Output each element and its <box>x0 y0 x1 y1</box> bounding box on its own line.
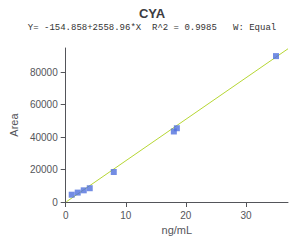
svg-text:0: 0 <box>63 210 69 221</box>
svg-text:60000: 60000 <box>30 99 58 110</box>
svg-text:10: 10 <box>120 210 132 221</box>
svg-text:20000: 20000 <box>30 164 58 175</box>
svg-text:40000: 40000 <box>30 132 58 143</box>
svg-text:Y= -154.858+2558.96*X R^2 = 0: Y= -154.858+2558.96*X R^2 = 0.9985 W: Eq… <box>28 23 276 33</box>
svg-text:30: 30 <box>240 210 252 221</box>
svg-text:CYA: CYA <box>139 6 166 21</box>
svg-text:80000: 80000 <box>30 67 58 78</box>
svg-text:Area: Area <box>8 113 20 137</box>
svg-text:20: 20 <box>180 210 192 221</box>
svg-text:ng/mL: ng/mL <box>162 224 193 236</box>
svg-text:0: 0 <box>52 197 58 208</box>
